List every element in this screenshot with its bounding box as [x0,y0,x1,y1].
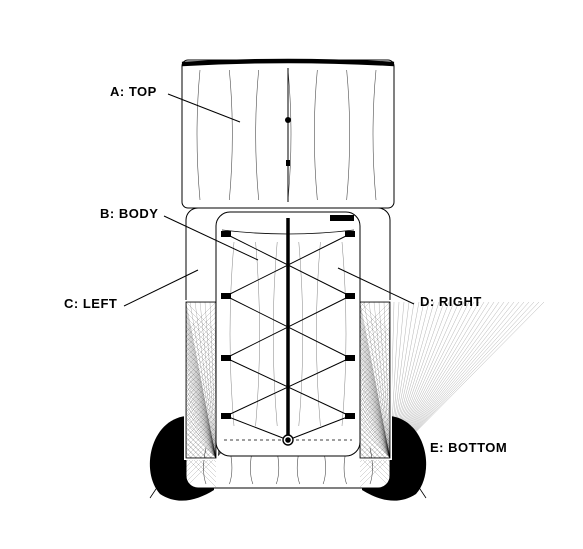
label-a: A: TOP [110,84,157,99]
label-a-text: TOP [129,84,157,99]
label-c-key: C: [64,296,79,311]
label-b-text: BODY [119,206,159,221]
label-b-key: B: [100,206,115,221]
label-a-key: A: [110,84,125,99]
label-d-key: D: [420,294,435,309]
label-c: C: LEFT [64,296,117,311]
label-d-text: RIGHT [439,294,482,309]
label-b: B: BODY [100,206,158,221]
label-e-key: E: [430,440,444,455]
backpack-diagram [0,0,583,549]
label-d: D: RIGHT [420,294,482,309]
label-e: E: BOTTOM [430,440,507,455]
label-c-text: LEFT [83,296,118,311]
label-e-text: BOTTOM [448,440,507,455]
